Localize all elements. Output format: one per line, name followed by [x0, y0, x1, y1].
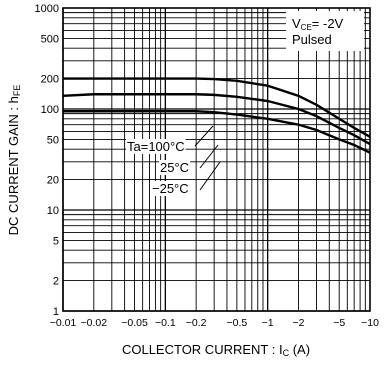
- y-tick-label: 50: [47, 134, 59, 146]
- curve-label-bg: [151, 181, 190, 196]
- curves: [62, 77, 371, 154]
- x-tick-label: −0.1: [155, 317, 176, 329]
- x-tick-label: −10: [361, 317, 379, 329]
- x-axis-title: COLLECTOR CURRENT : IC (A): [122, 342, 310, 358]
- series-line-1: [62, 93, 371, 146]
- x-tick-label: −2: [292, 317, 304, 329]
- x-tick-label: −1: [262, 317, 274, 329]
- curve-label-leader: [194, 125, 214, 147]
- y-tick-label: 100: [41, 104, 59, 116]
- condition-vce: VCE= -2V: [292, 16, 344, 32]
- curve-label-bg: [126, 139, 186, 154]
- series-line-0: [63, 77, 371, 138]
- curve-label-2: −25°C: [152, 181, 189, 196]
- x-tick-label: −0.05: [121, 317, 148, 329]
- grid: [62, 8, 370, 312]
- x-tick-label: −0.01: [50, 317, 77, 329]
- y-tick-label: 20: [47, 175, 59, 187]
- series-line-2: [63, 110, 371, 154]
- curve-label-leader: [199, 161, 221, 191]
- y-tick-label: 1: [53, 306, 59, 318]
- y-tick-label: 500: [41, 33, 59, 45]
- curve-label-0: Ta=100°C: [127, 139, 185, 154]
- y-tick-labels: 1 2 5 10 20 50 100 200 500 1000: [35, 3, 59, 318]
- x-tick-label: −0.02: [81, 317, 108, 329]
- condition-pulsed: Pulsed: [292, 32, 332, 47]
- curve-label-bg: [159, 160, 191, 175]
- curve-labels: Ta=100°C 25°C −25°C: [126, 125, 221, 196]
- x-tick-label: −5: [333, 317, 345, 329]
- y-axis-title: DC CURRENT GAIN : hFE: [6, 85, 22, 236]
- plot-frame: [62, 7, 371, 312]
- y-tick-label: 200: [41, 74, 59, 86]
- curve-label-leader: [199, 144, 219, 169]
- y-tick-label: 2: [53, 276, 59, 288]
- x-tick-label: −0.2: [186, 317, 207, 329]
- y-tick-label: 5: [53, 235, 59, 247]
- x-tick-label: −0.5: [226, 317, 247, 329]
- y-tick-label: 10: [47, 205, 59, 217]
- x-tick-labels: −0.01 −0.02 −0.05 −0.1 −0.2 −0.5 −1 −2 −5 −10: [50, 317, 379, 329]
- curve-label-1: 25°C: [160, 160, 189, 175]
- conditions-box: VCE= -2V Pulsed: [286, 11, 364, 51]
- y-tick-label: 1000: [35, 3, 59, 15]
